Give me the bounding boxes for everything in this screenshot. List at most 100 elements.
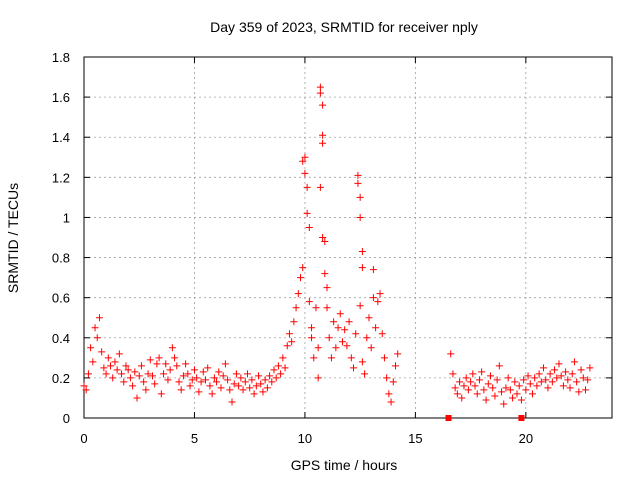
data-point (206, 382, 214, 390)
data-point (219, 372, 227, 380)
x-tick-label: 5 (191, 431, 198, 446)
data-point (548, 378, 556, 386)
data-point (190, 366, 198, 374)
data-point (281, 364, 289, 372)
data-point (374, 298, 382, 306)
data-point (162, 360, 170, 368)
data-point (316, 183, 324, 191)
data-point (486, 372, 494, 380)
data-point (372, 324, 380, 332)
data-point (120, 378, 128, 386)
data-point (142, 386, 150, 394)
data-point (151, 380, 159, 388)
y-tick-label: 1.6 (52, 90, 70, 105)
data-point (557, 372, 565, 380)
data-point (489, 384, 497, 392)
data-point (186, 382, 194, 390)
data-point (358, 248, 366, 256)
data-point (82, 386, 90, 394)
data-point (140, 378, 148, 386)
data-point (261, 376, 269, 384)
data-point (352, 330, 360, 338)
data-point (217, 384, 225, 392)
data-point (157, 390, 165, 398)
data-point (239, 386, 247, 394)
data-point (506, 386, 514, 394)
data-point (299, 264, 307, 272)
data-point (177, 386, 185, 394)
data-point (363, 334, 371, 342)
data-point (356, 193, 364, 201)
data-point (553, 374, 561, 382)
data-point (208, 390, 216, 398)
data-point (241, 378, 249, 386)
data-point (334, 324, 342, 332)
data-point (338, 338, 346, 346)
data-point (378, 330, 386, 338)
data-point (199, 368, 207, 376)
data-point (182, 360, 190, 368)
data-point (542, 376, 550, 384)
data-point (564, 376, 572, 384)
data-point (350, 364, 358, 372)
data-point (385, 390, 393, 398)
data-point (115, 350, 123, 358)
y-tick-label: 1.2 (52, 170, 70, 185)
y-tick-label: 1 (63, 210, 70, 225)
data-point (471, 382, 479, 390)
data-point (126, 374, 134, 382)
x-tick-label: 0 (80, 431, 87, 446)
data-point (131, 368, 139, 376)
data-point (175, 378, 183, 386)
data-point (93, 334, 101, 342)
data-point (513, 390, 521, 398)
data-point (325, 334, 333, 342)
data-point (367, 344, 375, 352)
data-point (535, 370, 543, 378)
data-point (221, 360, 229, 368)
data-point (166, 366, 174, 374)
data-point (502, 384, 510, 392)
data-point (581, 386, 589, 394)
data-point (323, 284, 331, 292)
data-point (358, 358, 366, 366)
data-point (345, 318, 353, 326)
data-point (266, 372, 274, 380)
data-point (566, 384, 574, 392)
data-point (314, 374, 322, 382)
data-point (524, 372, 532, 380)
data-point (573, 378, 581, 386)
data-point (493, 376, 501, 384)
data-point (228, 398, 236, 406)
data-point (224, 376, 232, 384)
data-point (456, 378, 464, 386)
data-point (330, 318, 338, 326)
data-point (173, 362, 181, 370)
data-point (336, 310, 344, 318)
data-point (274, 362, 282, 370)
data-point (319, 131, 327, 139)
data-point (531, 374, 539, 382)
x-tick-label: 10 (298, 431, 312, 446)
data-point (511, 378, 519, 386)
data-point (118, 370, 126, 378)
data-point (102, 370, 110, 378)
data-point (301, 153, 309, 161)
data-point (104, 354, 112, 362)
data-point (263, 384, 271, 392)
data-point (314, 344, 322, 352)
data-point (383, 374, 391, 382)
data-point (95, 314, 103, 322)
data-point (453, 390, 461, 398)
data-point (257, 380, 265, 388)
data-point (551, 366, 559, 374)
data-point (232, 370, 240, 378)
data-point (137, 362, 145, 370)
data-point (347, 354, 355, 362)
data-point (277, 370, 285, 378)
data-point (544, 384, 552, 392)
data-point (323, 304, 331, 312)
data-point (341, 326, 349, 334)
data-point (246, 384, 254, 392)
data-point (135, 372, 143, 380)
